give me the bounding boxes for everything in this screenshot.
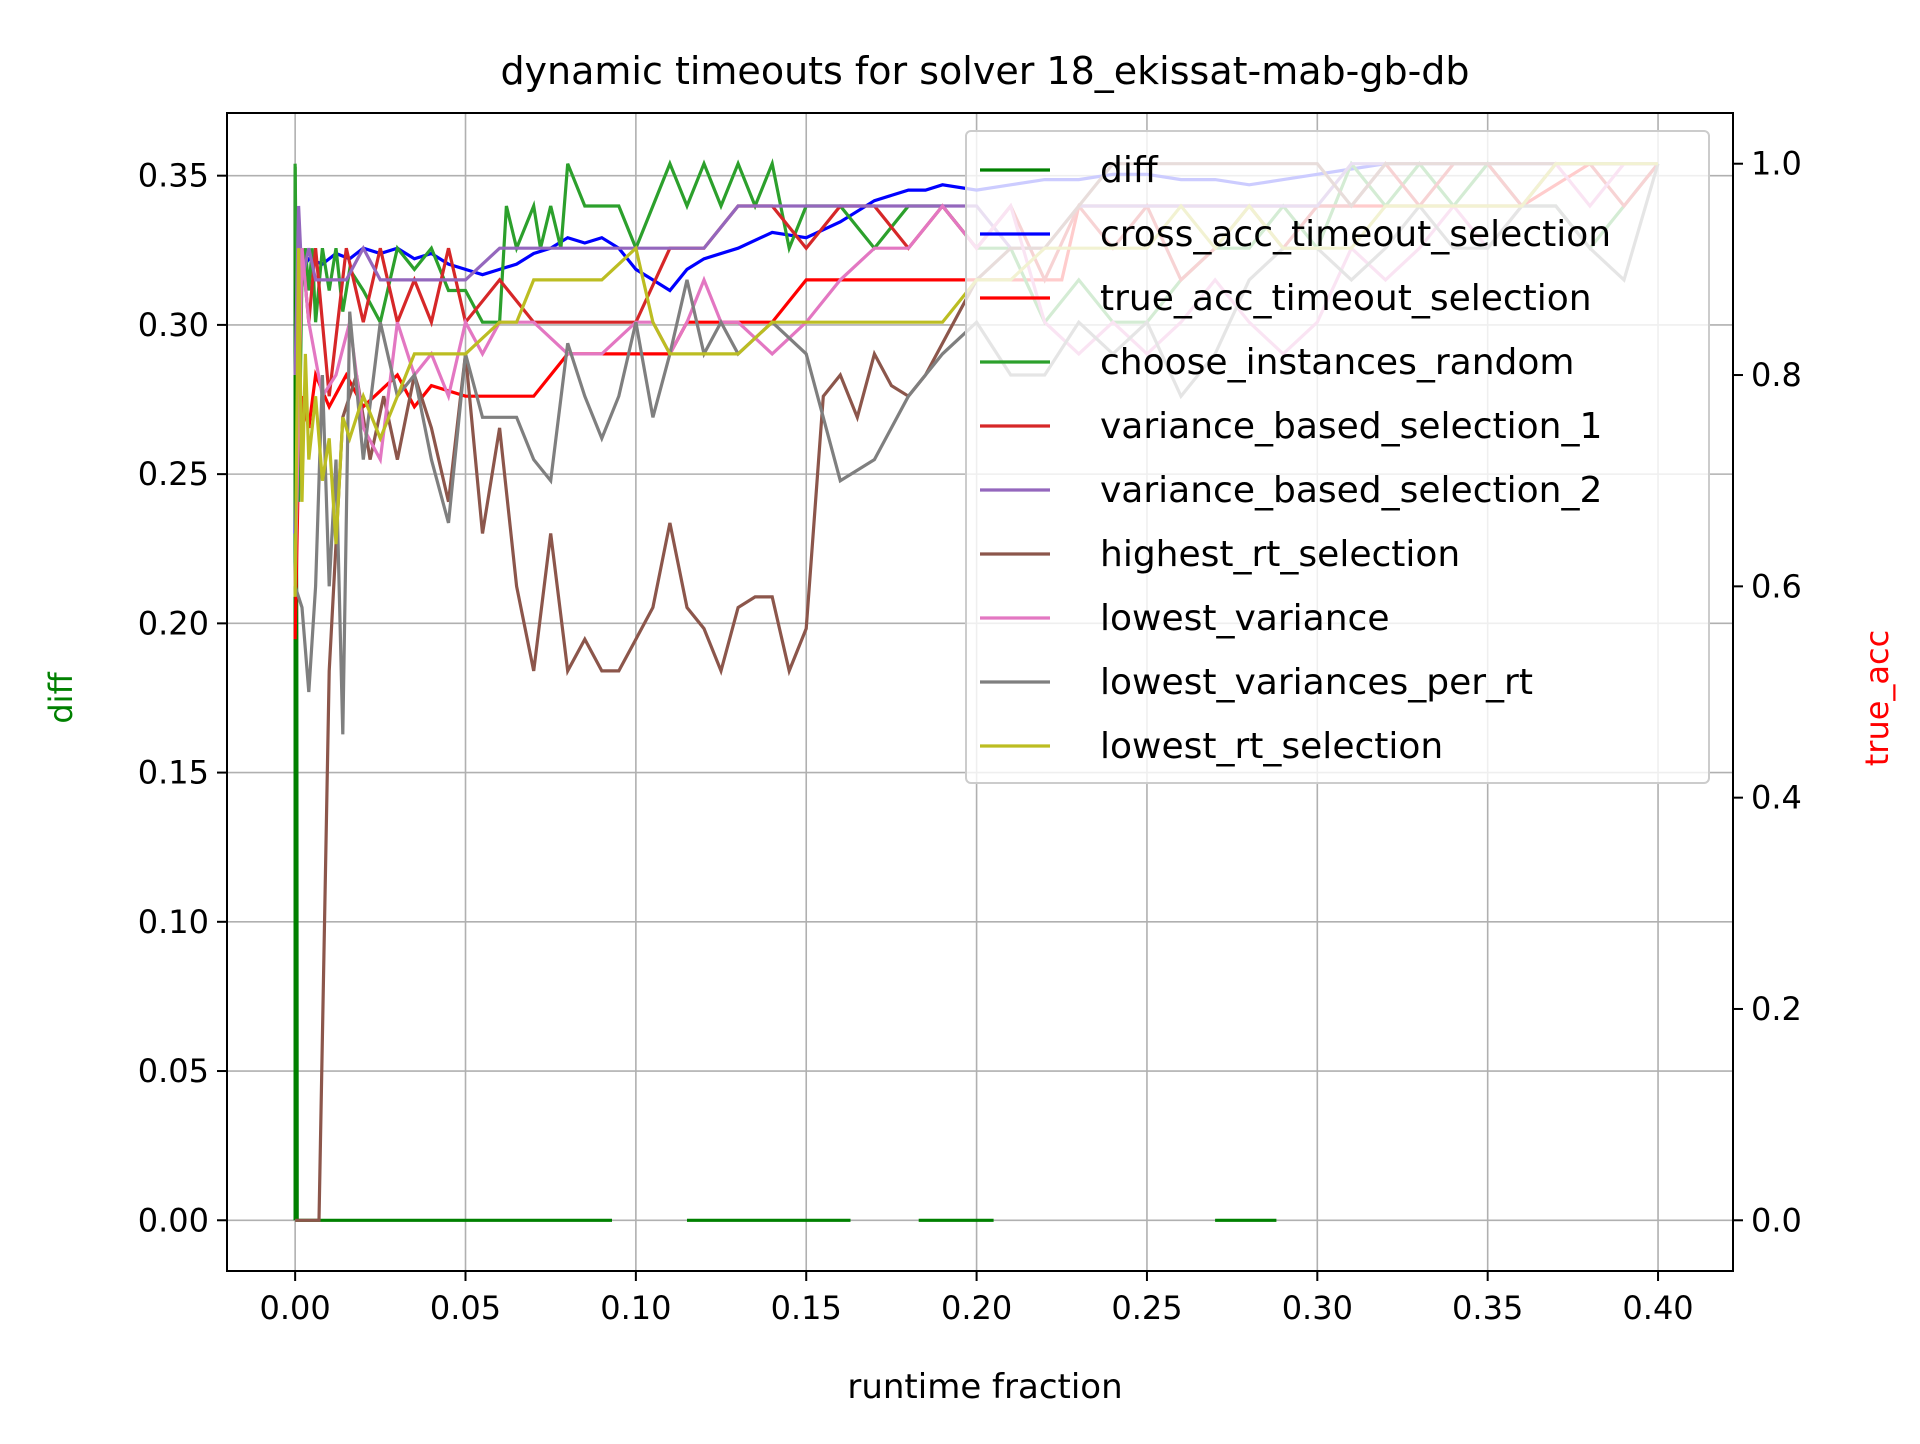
x-axis-label: runtime fraction (847, 1367, 1122, 1407)
x-tick-label: 0.40 (1622, 1289, 1693, 1327)
y-left-tick-label: 0.15 (138, 754, 209, 792)
x-axis-ticks: 0.00 0.05 0.10 0.15 0.20 0.25 0.30 0.35 0.40 (260, 1271, 1694, 1327)
legend-label: highest_rt_selection (1100, 534, 1460, 575)
legend-label: cross_acc_timeout_selection (1100, 214, 1611, 255)
x-tick-label: 0.20 (941, 1289, 1012, 1327)
y-left-tick-label: 0.30 (138, 306, 209, 344)
legend-label: choose_instances_random (1100, 342, 1574, 383)
y-right-tick-label: 0.8 (1751, 356, 1802, 394)
legend-label: variance_based_selection_1 (1100, 406, 1602, 447)
y-left-tick-label: 0.05 (138, 1052, 209, 1090)
y-left-axis-ticks: 0.00 0.05 0.10 0.15 0.20 0.25 0.30 0.35 (138, 157, 227, 1239)
y-right-tick-label: 0.4 (1751, 779, 1802, 817)
y-right-axis-ticks: 0.0 0.2 0.4 0.6 0.8 1.0 (1733, 145, 1802, 1239)
x-tick-label: 0.30 (1282, 1289, 1353, 1327)
x-tick-label: 0.05 (430, 1289, 501, 1327)
y-right-axis-label: true_acc (1858, 630, 1896, 766)
y-left-axis-label: diff (42, 671, 80, 723)
series-line-diff (293, 166, 1277, 1222)
y-right-tick-label: 0.6 (1751, 567, 1802, 605)
legend-label: lowest_rt_selection (1100, 726, 1443, 767)
x-tick-label: 0.15 (771, 1289, 842, 1327)
legend-label: true_acc_timeout_selection (1100, 278, 1592, 319)
chart-title: dynamic timeouts for solver 18_ekissat-m… (500, 49, 1469, 93)
legend: diff cross_acc_timeout_selection true_acc_… (965, 130, 1710, 784)
y-left-tick-label: 0.00 (138, 1201, 209, 1239)
legend-label: lowest_variances_per_rt (1100, 662, 1533, 703)
y-left-tick-label: 0.25 (138, 455, 209, 493)
x-tick-label: 0.00 (260, 1289, 331, 1327)
x-tick-label: 0.25 (1111, 1289, 1182, 1327)
plot-frame (226, 112, 1734, 1272)
y-right-tick-label: 0.2 (1751, 990, 1802, 1028)
y-right-tick-label: 1.0 (1751, 145, 1802, 183)
y-left-tick-label: 0.20 (138, 604, 209, 642)
x-tick-label: 0.35 (1452, 1289, 1523, 1327)
y-left-tick-label: 0.10 (138, 903, 209, 941)
legend-label: variance_based_selection_2 (1100, 470, 1602, 511)
legend-box (965, 130, 1710, 784)
x-tick-label: 0.10 (600, 1289, 671, 1327)
y-right-tick-label: 0.0 (1751, 1201, 1802, 1239)
legend-label: diff (1100, 150, 1159, 191)
y-left-tick-label: 0.35 (138, 157, 209, 195)
legend-label: lowest_variance (1100, 598, 1389, 639)
